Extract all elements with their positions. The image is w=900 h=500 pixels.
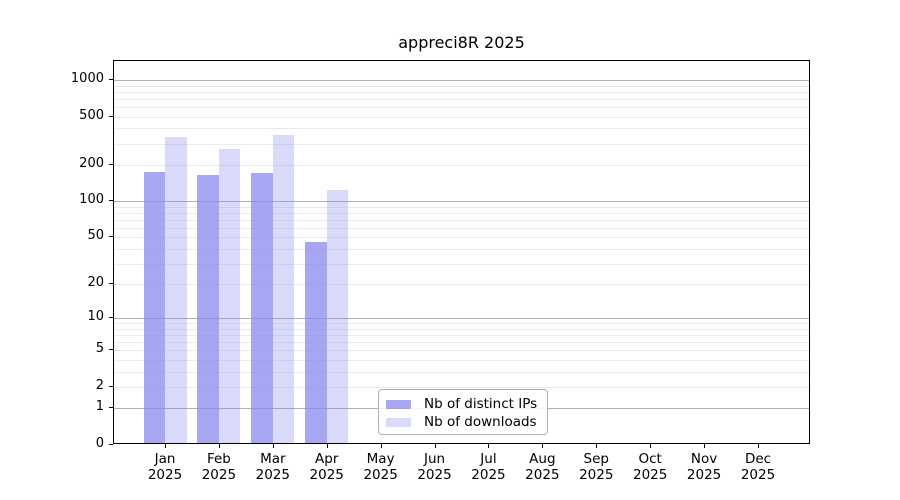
minor-gridline	[114, 359, 809, 361]
bar-nb-of-distinct-ips-apr-2025	[305, 241, 327, 443]
y-axis-tick	[109, 444, 113, 445]
y-axis-tick	[109, 236, 113, 238]
chart-title: appreci8R 2025	[398, 33, 525, 52]
x-axis-tick	[218, 444, 220, 448]
minor-gridline	[114, 328, 809, 330]
y-axis-tick-label: 10	[87, 309, 104, 325]
y-axis-tick-label: 50	[87, 228, 104, 244]
y-axis-tick-label: 2	[95, 377, 104, 393]
legend-label-distinct-ips: Nb of distinct IPs	[424, 396, 538, 412]
x-axis-tick	[704, 444, 706, 448]
x-axis-tick-label: Jul 2025	[471, 451, 506, 483]
x-axis-tick-label: Jun 2025	[417, 451, 452, 483]
minor-gridline	[114, 212, 809, 214]
minor-gridline	[114, 323, 809, 325]
y-axis-tick-label: 200	[79, 155, 104, 171]
major-gridline	[114, 318, 809, 320]
minor-gridline	[114, 284, 809, 286]
bar-nb-of-downloads-jan-2025	[165, 137, 187, 443]
x-axis-tick-label: Aug 2025	[525, 451, 560, 483]
minor-gridline	[114, 386, 809, 388]
minor-gridline	[114, 335, 809, 337]
x-axis-tick-label: Apr 2025	[309, 451, 344, 483]
bar-nb-of-distinct-ips-jan-2025	[143, 172, 165, 443]
y-axis-tick	[109, 385, 113, 387]
legend-item-downloads: Nb of downloads	[386, 413, 540, 431]
x-axis-tick-label: May 2025	[363, 451, 398, 483]
x-axis-tick-label: Sep 2025	[579, 451, 614, 483]
bar-nb-of-downloads-mar-2025	[272, 134, 295, 443]
minor-gridline	[114, 91, 809, 93]
y-axis-tick	[109, 407, 113, 409]
x-axis-tick-label: Jan 2025	[147, 451, 183, 483]
y-axis-tick-label: 5	[95, 341, 104, 357]
x-axis-tick	[434, 444, 436, 448]
x-axis-tick	[596, 444, 598, 448]
minor-gridline	[114, 219, 809, 221]
minor-gridline	[114, 237, 809, 239]
legend-label-downloads: Nb of downloads	[424, 414, 537, 430]
minor-gridline	[114, 85, 809, 87]
minor-gridline	[114, 227, 809, 229]
y-axis-tick-label: 1000	[70, 71, 104, 87]
y-axis-tick	[109, 115, 113, 117]
y-axis-tick-label: 500	[79, 107, 104, 123]
major-gridline	[114, 80, 809, 82]
minor-gridline	[114, 106, 809, 108]
y-axis-tick	[109, 283, 113, 285]
minor-gridline	[114, 371, 809, 373]
minor-gridline	[114, 342, 809, 344]
x-axis-tick	[165, 444, 166, 448]
legend-swatch-downloads	[386, 417, 411, 427]
y-axis-tick-label: 0	[95, 436, 104, 451]
minor-gridline	[114, 350, 809, 352]
major-gridline	[114, 201, 809, 203]
y-axis-tick	[109, 163, 113, 165]
bar-nb-of-downloads-feb-2025	[218, 149, 241, 443]
legend-swatch-distinct-ips	[386, 399, 411, 409]
y-axis-tick	[109, 200, 113, 202]
x-axis-tick-label: Mar 2025	[255, 451, 290, 483]
x-axis-tick	[272, 444, 274, 448]
y-axis-tick-label: 1	[95, 399, 104, 415]
x-axis-tick	[650, 444, 652, 448]
y-axis-tick	[109, 349, 113, 351]
y-axis-tick-label: 100	[79, 192, 104, 208]
y-axis-tick-label: 20	[87, 275, 104, 291]
minor-gridline	[114, 206, 809, 208]
minor-gridline	[114, 143, 809, 145]
minor-gridline	[114, 128, 809, 130]
minor-gridline	[114, 116, 809, 118]
x-axis-tick	[380, 444, 382, 448]
y-axis-tick	[109, 79, 113, 81]
bar-nb-of-downloads-apr-2025	[326, 190, 349, 443]
minor-gridline	[114, 263, 809, 265]
legend-item-distinct-ips: Nb of distinct IPs	[386, 395, 540, 413]
x-axis-tick	[326, 444, 328, 448]
bar-nb-of-distinct-ips-feb-2025	[197, 174, 219, 443]
x-axis-tick	[758, 444, 759, 448]
minor-gridline	[114, 248, 809, 250]
plot-area	[113, 60, 810, 444]
x-axis-tick	[542, 444, 544, 448]
minor-gridline	[114, 164, 809, 166]
minor-gridline	[114, 98, 809, 100]
legend: Nb of distinct IPs Nb of downloads	[378, 389, 548, 435]
bar-nb-of-distinct-ips-mar-2025	[251, 173, 273, 443]
x-axis-tick-label: Nov 2025	[686, 451, 722, 483]
y-axis-tick	[109, 317, 113, 319]
x-axis-tick	[488, 444, 490, 448]
x-axis-tick-label: Oct 2025	[632, 451, 668, 483]
x-axis-tick-label: Feb 2025	[201, 451, 237, 483]
x-axis-tick-label: Dec 2025	[740, 451, 776, 483]
